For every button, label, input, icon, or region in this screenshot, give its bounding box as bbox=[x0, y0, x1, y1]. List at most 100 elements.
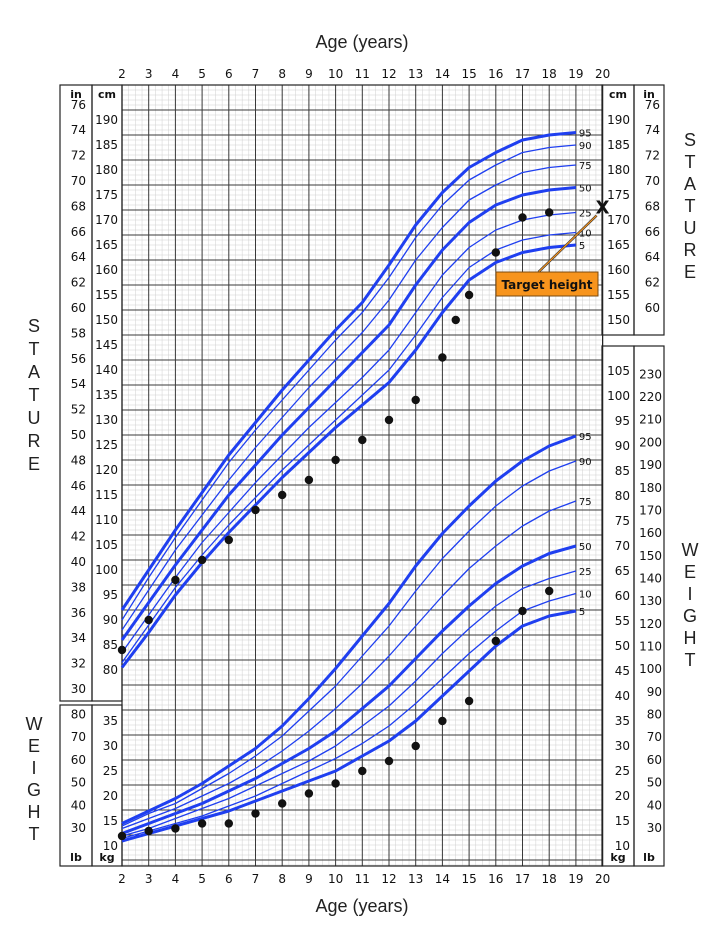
stature-label-left: A bbox=[28, 362, 40, 382]
stature-label-right: S bbox=[684, 130, 696, 150]
weight-kg-tick-right: 65 bbox=[615, 564, 630, 578]
weight-lb-tick-right: 40 bbox=[647, 798, 662, 812]
stature-curve-p95 bbox=[120, 131, 577, 611]
weight-kg-tick-left: 25 bbox=[103, 764, 118, 778]
weight-lb-tick-right: 100 bbox=[639, 662, 662, 676]
stature-cm-tick-left: 85 bbox=[103, 638, 118, 652]
weight-label-left: I bbox=[31, 758, 36, 778]
weight-point bbox=[171, 824, 180, 833]
weight-curve-p75 bbox=[121, 500, 577, 830]
stature-point bbox=[224, 535, 233, 545]
stature-in-tick-right: 74 bbox=[645, 123, 660, 137]
weight-curve-p50 bbox=[121, 544, 577, 835]
stature-cm-tick-right: 160 bbox=[607, 263, 630, 277]
stature-cm-tick-left: 130 bbox=[95, 413, 118, 427]
weight-kg-tick-right: 45 bbox=[615, 664, 630, 678]
age-tick-bottom: 2 bbox=[118, 872, 126, 886]
x-axis-title-bottom: Age (years) bbox=[315, 896, 408, 916]
stature-in-tick-left: 44 bbox=[71, 504, 86, 518]
weight-point bbox=[278, 799, 287, 808]
stature-in-tick-left: 42 bbox=[71, 530, 86, 544]
weight-lb-tick-left: 30 bbox=[71, 821, 86, 835]
age-tick-top: 3 bbox=[145, 67, 153, 81]
lb-unit-right: lb bbox=[643, 851, 655, 864]
stature-in-tick-left: 62 bbox=[71, 276, 86, 290]
stature-point bbox=[451, 315, 460, 325]
stature-cm-tick-left: 135 bbox=[95, 388, 118, 402]
age-tick-bottom: 16 bbox=[488, 872, 503, 886]
target-height-marker: X bbox=[596, 198, 610, 219]
weight-kg-tick-right: 60 bbox=[615, 589, 630, 603]
age-tick-top: 10 bbox=[328, 67, 343, 81]
stature-cm-tick-left: 170 bbox=[95, 213, 118, 227]
weight-point bbox=[224, 819, 233, 828]
weight-label-right: T bbox=[685, 650, 696, 670]
stature-point bbox=[358, 435, 367, 445]
weight-label-right: I bbox=[687, 584, 692, 604]
stature-in-tick-left: 36 bbox=[71, 606, 86, 620]
weight-curve-p10 bbox=[121, 592, 577, 840]
stature-cm-tick-left: 80 bbox=[103, 663, 118, 677]
right-lb-frame bbox=[633, 345, 665, 867]
stature-label-right: T bbox=[685, 196, 696, 216]
stature-in-tick-left: 40 bbox=[71, 555, 86, 569]
weight-label-left: W bbox=[26, 714, 43, 734]
weight-label-right: H bbox=[684, 628, 697, 648]
age-tick-bottom: 13 bbox=[408, 872, 423, 886]
stature-in-tick-left: 38 bbox=[71, 580, 86, 594]
stature-label-right: A bbox=[684, 174, 696, 194]
weight-point bbox=[464, 696, 474, 706]
stature-cm-tick-left: 145 bbox=[95, 338, 118, 352]
stature-label-left: S bbox=[28, 316, 40, 336]
age-tick-top: 19 bbox=[568, 67, 583, 81]
stature-label-left: R bbox=[28, 431, 41, 451]
age-tick-top: 2 bbox=[118, 67, 126, 81]
stature-point bbox=[144, 615, 153, 625]
weight-lb-tick-right: 30 bbox=[647, 821, 662, 835]
weight-label-left: E bbox=[28, 736, 40, 756]
weight-lb-tick-left: 80 bbox=[71, 708, 86, 722]
stature-in-tick-left: 50 bbox=[71, 428, 86, 442]
stature-point bbox=[545, 208, 554, 217]
age-tick-bottom: 10 bbox=[328, 872, 343, 886]
weight-lb-tick-left: 40 bbox=[71, 798, 86, 812]
stature-cm-tick-left: 100 bbox=[95, 563, 118, 577]
weight-kg-tick-right: 80 bbox=[615, 489, 630, 503]
weight-lb-tick-right: 160 bbox=[639, 526, 662, 540]
target-pointer-line-inner bbox=[538, 215, 598, 273]
stature-point bbox=[384, 415, 394, 425]
weight-label-left: T bbox=[29, 824, 40, 844]
chart-frames bbox=[59, 84, 665, 867]
major-grid bbox=[121, 84, 604, 866]
weight-lb-tick-right: 60 bbox=[647, 753, 662, 767]
weight-curve-p95 bbox=[121, 434, 577, 825]
stature-curve-label-p90: 90 bbox=[579, 141, 592, 152]
stature-cm-tick-left: 110 bbox=[95, 513, 118, 527]
weight-curve-label-p25: 25 bbox=[579, 567, 592, 578]
weight-curve-label-p10: 10 bbox=[579, 590, 592, 601]
weight-kg-tick-right: 10 bbox=[615, 839, 630, 853]
age-tick-top: 11 bbox=[355, 67, 370, 81]
stature-cm-tick-left: 160 bbox=[95, 263, 118, 277]
stature-label-left: T bbox=[29, 385, 40, 405]
stature-cm-tick-right: 150 bbox=[607, 313, 630, 327]
stature-in-tick-left: 74 bbox=[71, 123, 86, 137]
weight-kg-tick-left: 10 bbox=[103, 839, 118, 853]
weight-point bbox=[144, 826, 153, 836]
weight-kg-tick-left: 15 bbox=[103, 814, 118, 828]
weight-label-left: H bbox=[28, 802, 41, 822]
age-tick-top: 14 bbox=[435, 67, 450, 81]
age-tick-top: 13 bbox=[408, 67, 423, 81]
stature-curve-label-p95: 95 bbox=[579, 129, 592, 140]
weight-point bbox=[197, 819, 207, 828]
weight-lb-tick-right: 140 bbox=[639, 571, 662, 585]
weight-lb-tick-right: 50 bbox=[647, 776, 662, 790]
weight-kg-tick-right: 85 bbox=[615, 464, 630, 478]
age-tick-top: 9 bbox=[305, 67, 313, 81]
weight-lb-tick-right: 170 bbox=[639, 503, 662, 517]
stature-point bbox=[171, 575, 180, 585]
age-tick-top: 7 bbox=[252, 67, 260, 81]
age-tick-bottom: 17 bbox=[515, 872, 530, 886]
lb-unit-left: lb bbox=[70, 851, 82, 864]
